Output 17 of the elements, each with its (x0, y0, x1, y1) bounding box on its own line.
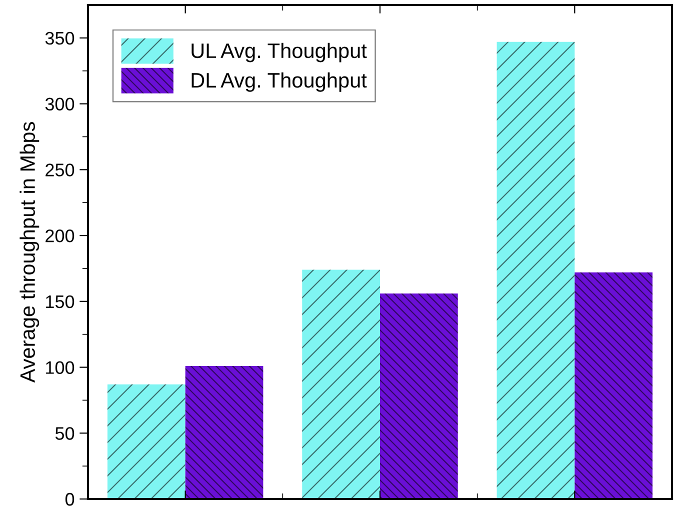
y-tick-label: 150 (46, 295, 74, 308)
y-tick-label: 300 (45, 98, 74, 111)
y-tick-label: 50 (55, 427, 74, 440)
bar (302, 270, 380, 499)
y-axis-title: Average throughput in Mbps (20, 122, 40, 383)
legend-label: UL Avg. Thoughput (192, 42, 367, 62)
bar (107, 384, 186, 499)
y-tick-label: 200 (46, 229, 74, 242)
bar (574, 272, 653, 499)
bar (380, 293, 458, 499)
bar (496, 42, 575, 499)
y-tick-label: 0 (65, 492, 74, 506)
legend-label: DL Avg. Thoughput (192, 72, 367, 92)
y-tick-label: 250 (46, 164, 74, 176)
bar (185, 366, 264, 499)
y-tick-label: 100 (46, 361, 74, 374)
y-tick-label: 350 (45, 32, 74, 45)
